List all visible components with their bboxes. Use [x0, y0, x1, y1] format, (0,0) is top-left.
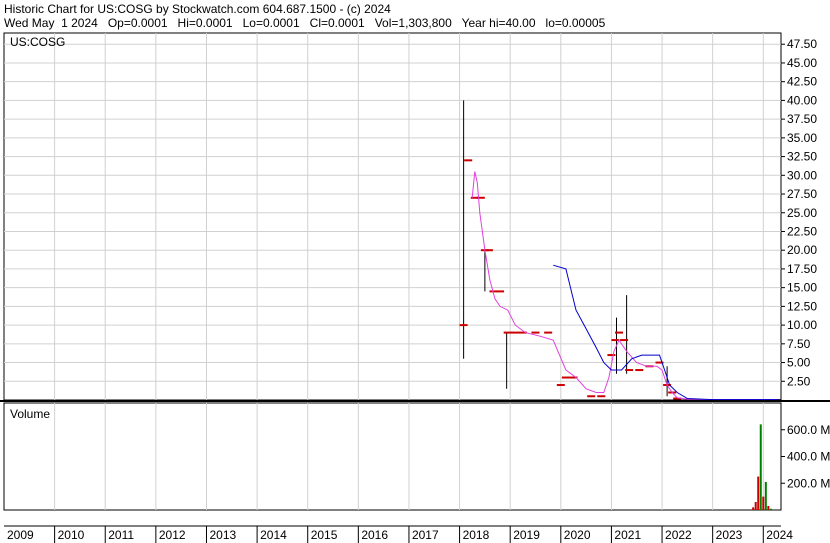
- x-tick-label: 2021: [614, 528, 641, 542]
- moving-average-long-line: [553, 264, 779, 401]
- volume-label: Volume: [10, 407, 50, 421]
- x-tick-label: 2023: [716, 528, 743, 542]
- y-tick-label: 25.00: [787, 206, 817, 220]
- y-tick-label: 12.50: [787, 299, 817, 313]
- y-tick-label: 22.50: [787, 224, 817, 238]
- y-tick-label: 45.00: [787, 56, 817, 70]
- x-tick-label: 2020: [564, 528, 591, 542]
- y-tick-label: 17.50: [787, 262, 817, 276]
- x-tick-label: 2013: [209, 528, 236, 542]
- x-tick-label: 2016: [361, 528, 388, 542]
- x-tick-label: 2022: [665, 528, 692, 542]
- x-tick-label: 2024: [766, 528, 793, 542]
- x-tick-label: 2015: [311, 528, 338, 542]
- x-tick-label: 2017: [412, 528, 439, 542]
- y-tick-label: 47.50: [787, 37, 817, 51]
- y-tick-label: 20.00: [787, 243, 817, 257]
- x-axis: 2009 2010 2011 2012 2013 2014 2015 2016 2017 2018…: [7, 526, 793, 543]
- y-tick-label: 7.50: [787, 337, 811, 351]
- volume-grid: [54, 403, 764, 510]
- price-plot: [459, 100, 781, 401]
- y-tick-label: 5.00: [787, 356, 811, 370]
- y-tick-label: 600.0 M: [787, 423, 830, 437]
- y-tick-label: 15.00: [787, 281, 817, 295]
- x-tick-label: 2009: [7, 528, 34, 542]
- x-tick-label: 2018: [463, 528, 490, 542]
- y-tick-label: 200.0 M: [787, 476, 830, 490]
- y-tick-label: 32.50: [787, 150, 817, 164]
- x-tick-label: 2014: [260, 528, 287, 542]
- y-tick-label: 27.50: [787, 187, 817, 201]
- y-tick-label: 400.0 M: [787, 450, 830, 464]
- y-tick-label: 42.50: [787, 75, 817, 89]
- x-tick-label: 2019: [513, 528, 540, 542]
- symbol-label: US:COSG: [10, 35, 65, 49]
- price-panel: [3, 32, 782, 401]
- y-tick-label: 35.00: [787, 131, 817, 145]
- volume-panel: [3, 402, 782, 511]
- volume-y-axis: 200.0 M 400.0 M 600.0 M: [781, 423, 830, 490]
- y-tick-label: 40.00: [787, 93, 817, 107]
- moving-average-short-line: [471, 171, 779, 401]
- x-tick-label: 2012: [159, 528, 186, 542]
- y-tick-label: 10.00: [787, 318, 817, 332]
- volume-plot: [752, 424, 772, 510]
- price-y-axis: 2.50 5.00 7.50 10.00 12.50 15.00 17.50 20.00 22.…: [781, 37, 817, 388]
- chart-header-title: Historic Chart for US:COSG by Stockwatch…: [4, 2, 391, 16]
- y-tick-label: 30.00: [787, 168, 817, 182]
- chart-header-quote: Wed May 1 2024 Op=0.0001 Hi=0.0001 Lo=0.…: [4, 16, 606, 30]
- x-tick-label: 2010: [58, 528, 85, 542]
- x-tick-label: 2011: [108, 528, 134, 542]
- y-tick-label: 37.50: [787, 112, 817, 126]
- y-tick-label: 2.50: [787, 374, 811, 388]
- price-grid: [4, 33, 781, 400]
